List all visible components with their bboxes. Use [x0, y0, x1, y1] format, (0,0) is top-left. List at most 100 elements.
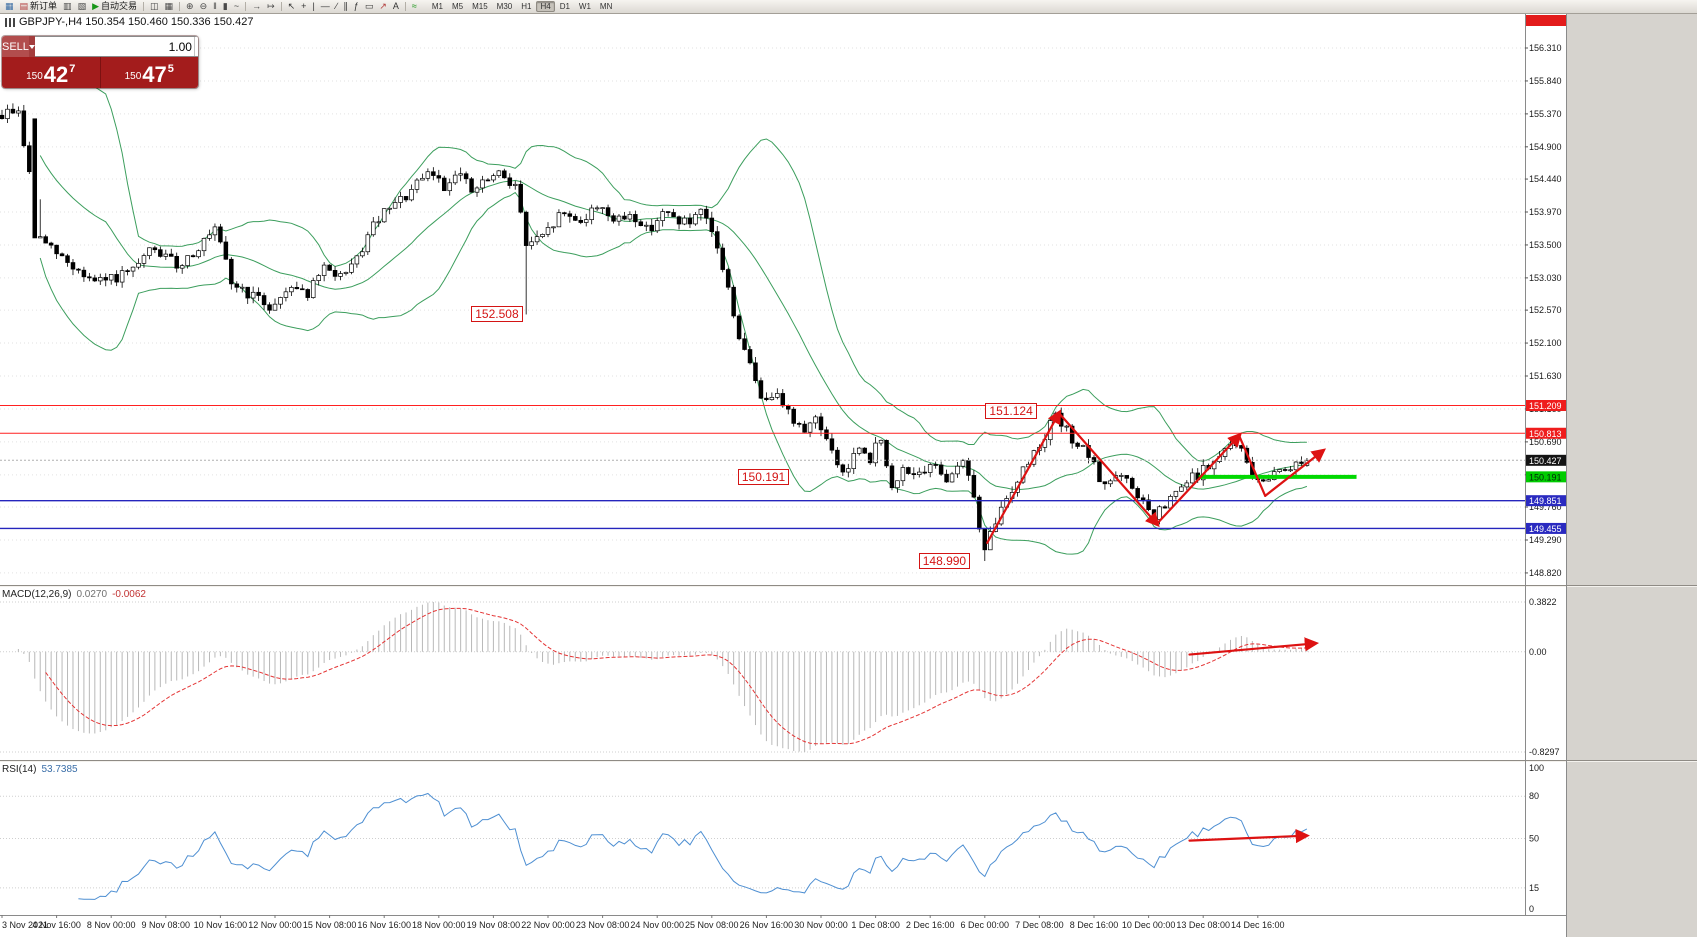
sell-button[interactable]: SELL	[2, 36, 29, 57]
buy-price[interactable]: 150 47 5	[101, 57, 199, 88]
time-axis-label: 30 Nov 00:00	[794, 920, 848, 930]
price-level-tag	[1526, 471, 1566, 483]
crosshair-icon-glyph: +	[301, 1, 307, 11]
timeframe-mn-button[interactable]: MN	[596, 1, 616, 12]
timeframe-h4-button[interactable]: H4	[536, 1, 555, 12]
new-order-button[interactable]: ▤ 新订单	[17, 1, 61, 13]
price-tick-label: 151.630	[1529, 371, 1562, 381]
auto-scroll-icon-glyph: →	[252, 1, 262, 11]
time-axis-label: 4 Nov 16:00	[32, 920, 81, 930]
timeframe-w1-button[interactable]: W1	[575, 1, 595, 12]
price-annotation-label[interactable]: 151.124	[985, 403, 1037, 420]
volume-input[interactable]	[34, 37, 194, 56]
cascade-windows-icon[interactable]: ◫	[147, 1, 162, 13]
depth-of-market-icon[interactable]: ▧	[75, 1, 90, 13]
price-tick-label: 154.440	[1529, 174, 1562, 184]
fibonacci-retracement-icon[interactable]: ƒ	[351, 1, 362, 13]
price-tick-label: 155.840	[1529, 76, 1562, 86]
timeframe-m30-button[interactable]: M30	[493, 1, 517, 12]
timeframe-m15-button[interactable]: M15	[468, 1, 492, 12]
price-tick-label: 152.100	[1529, 338, 1562, 348]
macd-histogram	[17, 602, 1308, 752]
cursor-icon-glyph: ↖	[287, 1, 296, 11]
crosshair-icon[interactable]: +	[298, 1, 309, 13]
timeframe-m5-button[interactable]: M5	[448, 1, 467, 12]
macd-trend-arrow[interactable]	[1188, 637, 1320, 656]
arrow-objects-icon[interactable]: ↗	[376, 1, 390, 13]
toolbar-separator	[143, 2, 145, 11]
trend-arrow[interactable]	[1264, 448, 1326, 497]
horizontal-line-icon-glyph: —	[320, 1, 330, 11]
trade-panel-prices: 150 42 7 150 47 5	[2, 57, 198, 88]
terminal-window-icon-glyph: ▦	[5, 1, 14, 11]
bar-chart-icon[interactable]: ‖	[210, 1, 220, 13]
price-axis-alert-marker	[1526, 15, 1566, 26]
autotrading-button[interactable]: ▶ 自动交易	[89, 1, 140, 13]
price-level-tag-text: 150.427	[1529, 456, 1562, 466]
price-annotation-label[interactable]: 148.990	[918, 553, 971, 570]
indicators-list-icon[interactable]: ≈	[409, 1, 420, 13]
text-label-icon[interactable]: A	[390, 1, 402, 13]
price-tick-label: 148.820	[1529, 568, 1562, 578]
macd-indicator-label: MACD(12,26,9) 0.0270 -0.0062	[2, 589, 146, 600]
time-axis-label: 8 Nov 00:00	[87, 920, 136, 930]
new-order-button-label: 新订单	[30, 1, 58, 11]
rsi-trend-arrow[interactable]	[1188, 828, 1310, 844]
time-axis-label: 22 Nov 00:00	[521, 920, 575, 930]
candlestick-chart-icon[interactable]: ▮	[220, 1, 231, 13]
time-axis-label: 18 Nov 00:00	[412, 920, 466, 930]
charts-grid-icon[interactable]: ▥	[60, 1, 75, 13]
fibonacci-retracement-icon-glyph: ƒ	[353, 1, 359, 11]
terminal-window-icon[interactable]: ▦	[2, 1, 17, 13]
time-axis-label: 19 Nov 08:00	[467, 920, 521, 930]
price-level-tag-text: 149.851	[1529, 496, 1562, 506]
price-level-tag	[1526, 454, 1566, 466]
shapes-icon[interactable]: ▭	[362, 1, 377, 13]
vertical-line-icon[interactable]: |	[309, 1, 317, 13]
trend-arrow[interactable]	[986, 409, 1062, 544]
trend-arrow[interactable]	[1155, 432, 1243, 525]
volume-increase-button[interactable]	[195, 37, 198, 47]
line-chart-icon[interactable]: ~	[231, 1, 242, 13]
volume-decrease-button[interactable]	[195, 47, 198, 57]
rsi-scale-label: 50	[1529, 834, 1539, 844]
price-annotation-label[interactable]: 152.508	[471, 306, 523, 323]
trendline-icon[interactable]: ∕	[333, 1, 341, 13]
trend-arrow[interactable]	[1237, 434, 1267, 497]
price-tick-label: 153.500	[1529, 240, 1562, 250]
sell-button-label: SELL	[2, 40, 29, 53]
autotrading-button-label: 自动交易	[101, 1, 138, 11]
equidistant-channel-icon[interactable]: ∥	[340, 1, 351, 13]
sell-price[interactable]: 150 42 7	[2, 57, 101, 88]
cursor-icon[interactable]: ↖	[285, 1, 299, 13]
trade-mode-dropdown-icon[interactable]	[28, 36, 35, 57]
tile-windows-icon[interactable]: ▦	[162, 1, 177, 13]
trend-arrow[interactable]	[1057, 412, 1160, 528]
timeframe-h1-button[interactable]: H1	[517, 1, 535, 12]
chart-shift-icon[interactable]: ↦	[264, 1, 278, 13]
price-level-tag-text: 149.455	[1529, 524, 1562, 534]
price-annotation-label[interactable]: 150.191	[737, 468, 790, 485]
timeframe-m1-button[interactable]: M1	[428, 1, 447, 12]
trade-panel-controls: SELL BUY	[2, 36, 198, 57]
timeframe-d1-button[interactable]: D1	[556, 1, 574, 12]
time-axis-label: 23 Nov 08:00	[576, 920, 630, 930]
zoom-in-icon[interactable]: ⊕	[183, 1, 197, 13]
zoom-out-icon[interactable]: ⊖	[197, 1, 211, 13]
price-tick-label: 156.310	[1529, 43, 1562, 53]
price-tick-label: 155.370	[1529, 109, 1562, 119]
sell-price-sup: 7	[69, 63, 76, 75]
bollinger-upper-band	[40, 52, 1307, 462]
time-axis-label: 9 Nov 08:00	[142, 920, 191, 930]
macd-scale-label: 0.3822	[1529, 597, 1557, 607]
horizontal-line-icon[interactable]: —	[318, 1, 333, 13]
autotrading-button-glyph: ▶	[92, 1, 99, 11]
toolbar-separator	[404, 2, 406, 11]
price-level-tag	[1526, 427, 1566, 439]
rsi-scale-label: 100	[1529, 763, 1544, 773]
candlestick-series	[0, 103, 1310, 562]
time-axis-label: 7 Dec 08:00	[1015, 920, 1064, 930]
sell-price-prefix: 150	[26, 71, 43, 82]
auto-scroll-icon[interactable]: →	[249, 1, 264, 13]
